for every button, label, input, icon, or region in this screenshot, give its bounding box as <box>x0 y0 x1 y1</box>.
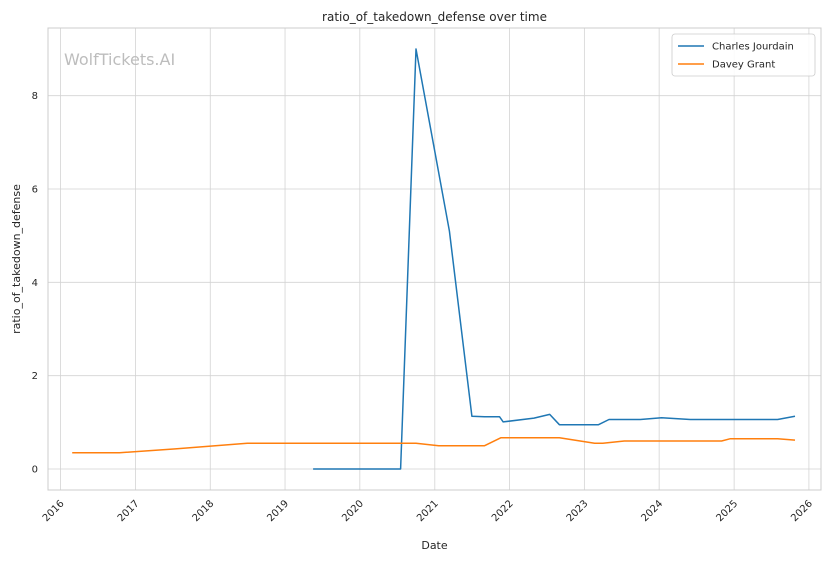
y-ticks: 0 2 4 6 8 <box>32 91 38 475</box>
legend: Charles Jourdain Davey Grant <box>671 33 816 77</box>
x-tick-label: 2025 <box>714 498 740 524</box>
grid <box>48 28 821 490</box>
x-axis-label: Date <box>421 539 448 552</box>
legend-label-davey-grant: Davey Grant <box>712 60 775 71</box>
series-layer <box>72 48 796 470</box>
x-tick-label: 2019 <box>265 498 291 524</box>
y-tick-label: 4 <box>32 278 38 289</box>
x-tick-label: 2020 <box>340 498 366 524</box>
x-tick-label: 2026 <box>789 498 815 524</box>
x-tick-label: 2022 <box>490 498 516 524</box>
y-axis-label: ratio_of_takedown_defense <box>10 184 23 334</box>
x-tick-label: 2023 <box>565 498 591 524</box>
x-tick-label: 2018 <box>191 498 217 524</box>
chart-title: ratio_of_takedown_defense over time <box>322 10 547 24</box>
watermark: WolfTickets.AI <box>64 50 175 69</box>
y-tick-label: 0 <box>32 465 38 476</box>
y-tick-label: 2 <box>32 371 38 382</box>
x-tick-label: 2021 <box>415 498 441 524</box>
x-ticks: 2016 2017 2018 2019 2020 2021 2022 2023 2024 2025… <box>41 498 815 524</box>
y-tick-label: 8 <box>32 91 38 102</box>
x-tick-label: 2016 <box>41 498 67 524</box>
series-line-charles-jourdain <box>313 48 796 470</box>
legend-box <box>671 33 816 77</box>
y-tick-label: 6 <box>32 185 38 196</box>
x-tick-label: 2024 <box>639 498 665 524</box>
series-line-davey-grant <box>72 436 796 454</box>
plot-frame <box>47 27 822 491</box>
x-tick-label: 2017 <box>116 498 142 524</box>
legend-label-charles-jourdain: Charles Jourdain <box>712 42 794 53</box>
